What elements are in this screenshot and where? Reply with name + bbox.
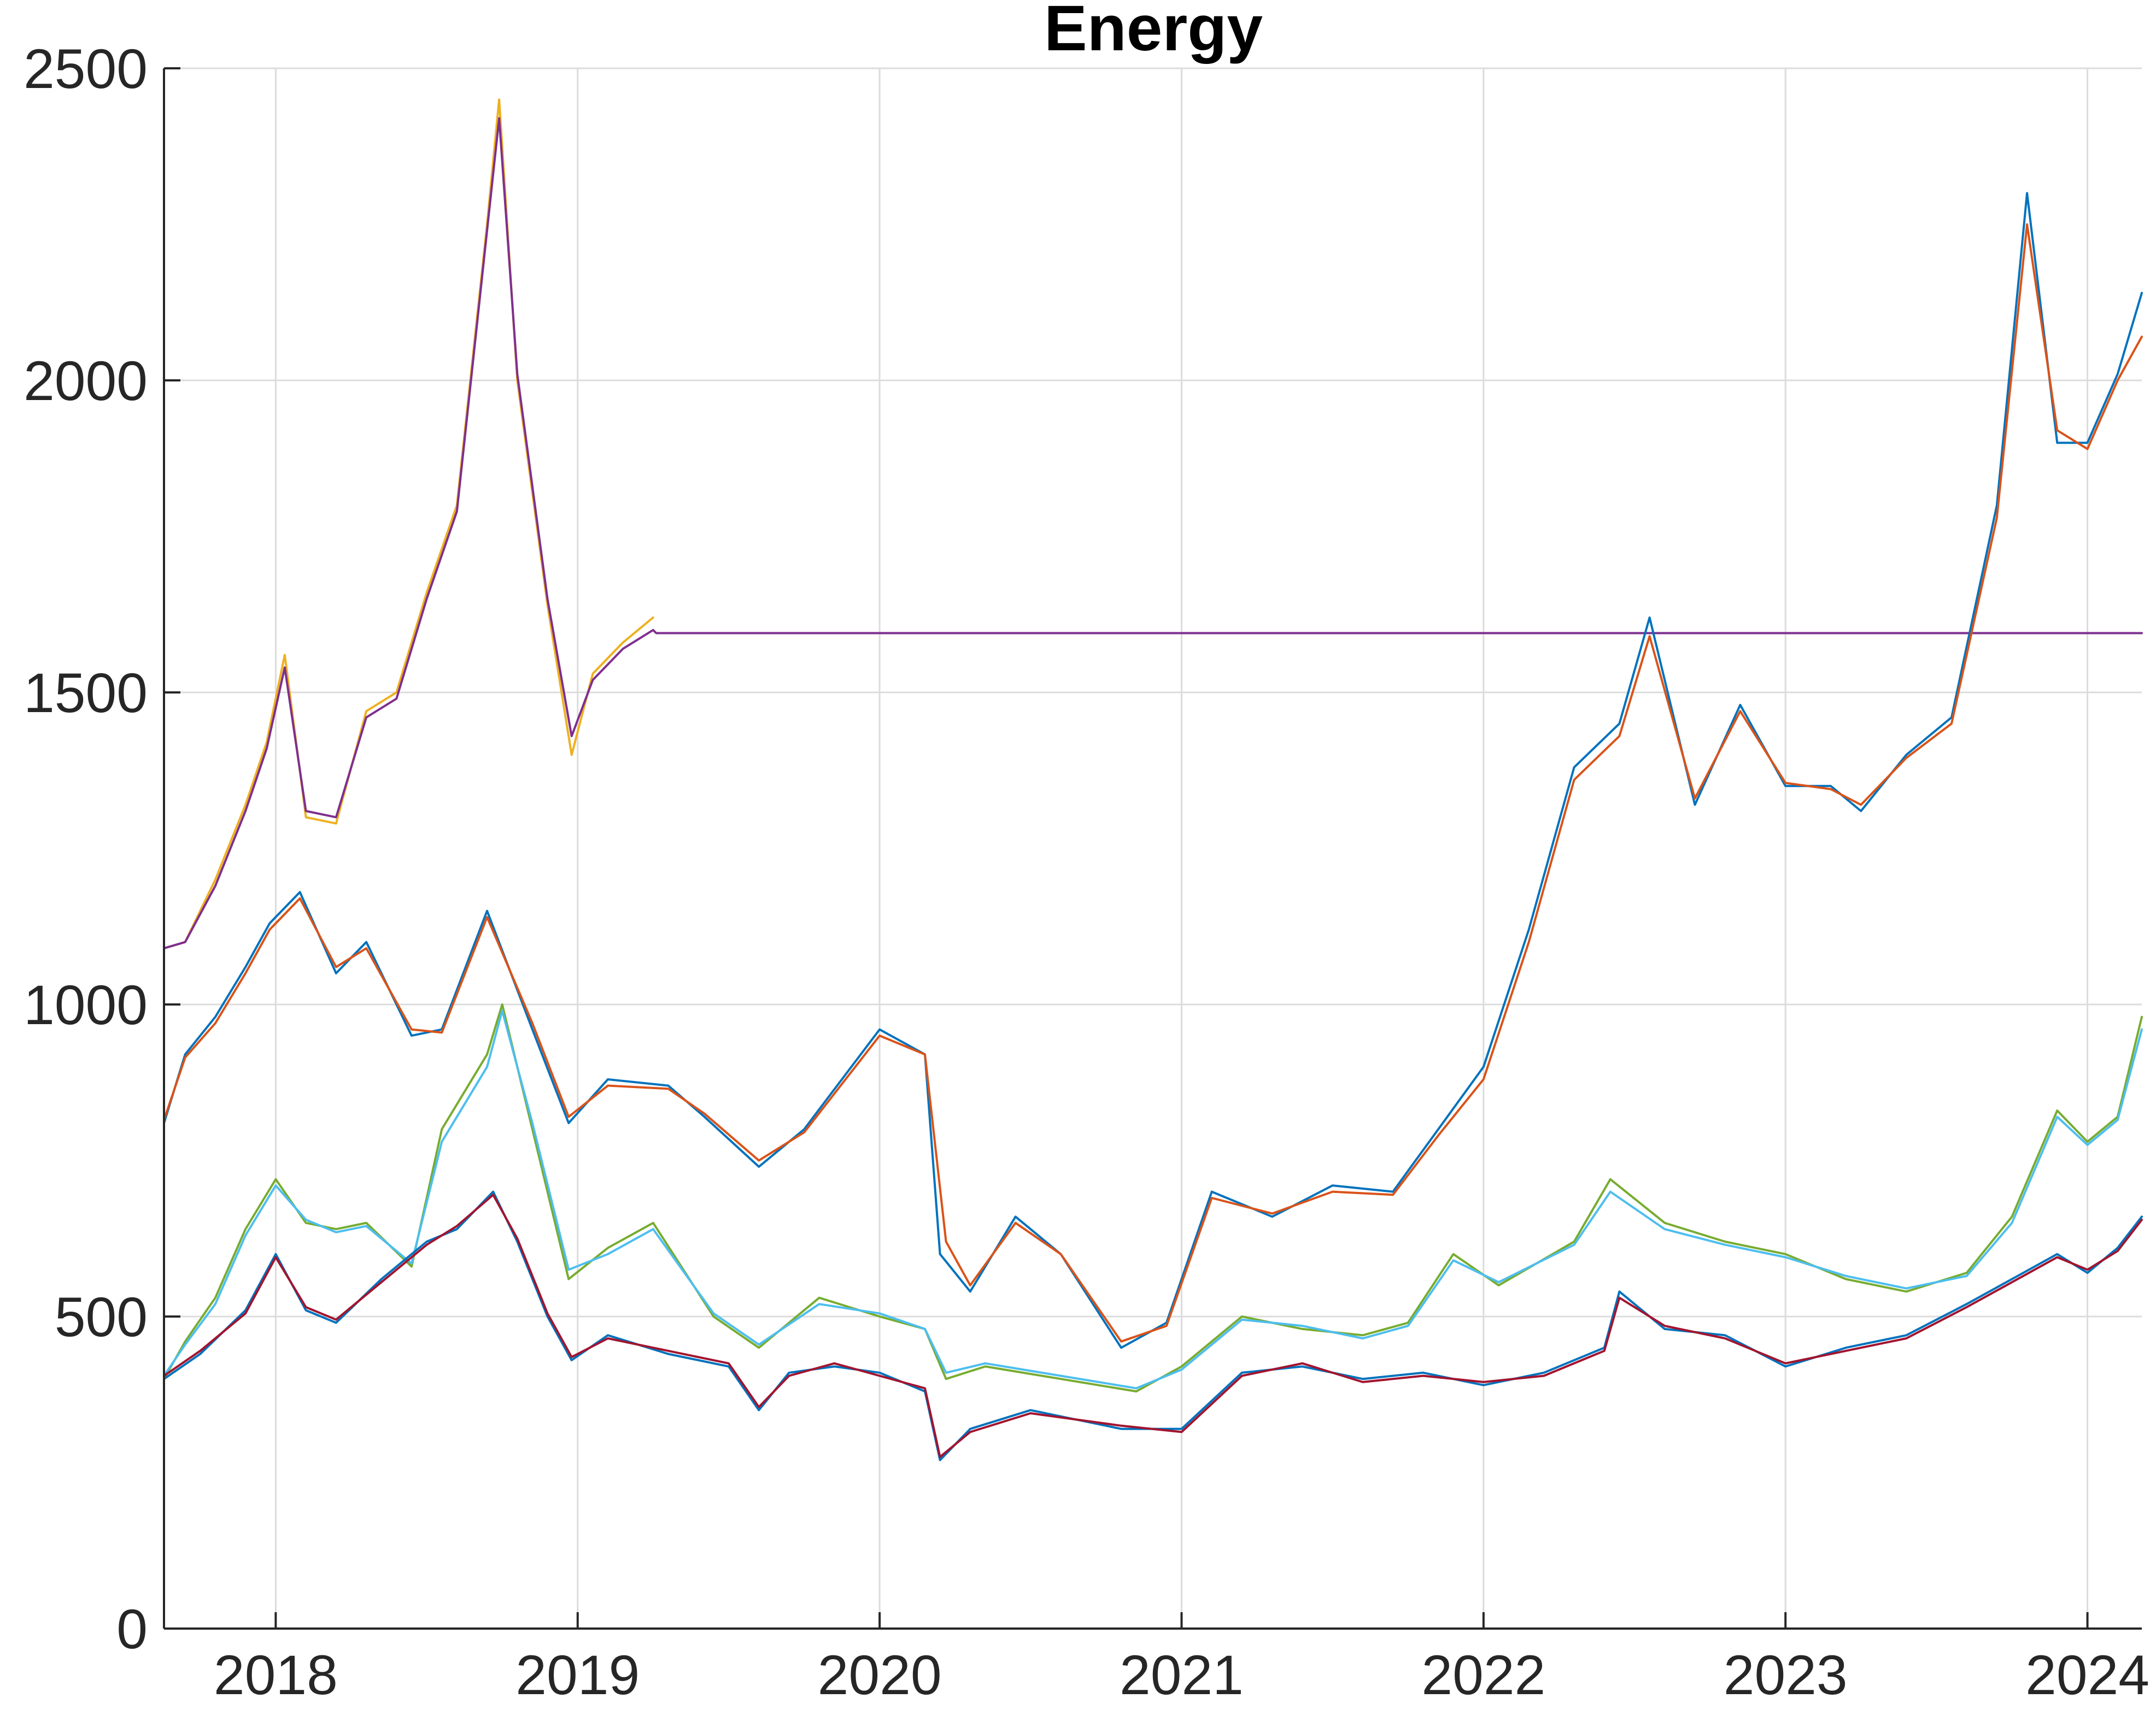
series-line-6 bbox=[163, 1009, 2143, 1390]
x-tick-label: 2019 bbox=[515, 1644, 640, 1706]
chart-title: Energy bbox=[1044, 0, 1263, 64]
y-tick-label: 2500 bbox=[24, 38, 148, 100]
grid bbox=[164, 67, 2142, 1630]
x-tick-label: 2021 bbox=[1120, 1644, 1244, 1706]
y-tick-label: 2000 bbox=[24, 350, 148, 412]
y-tick-label: 0 bbox=[116, 1598, 148, 1660]
x-tick-label: 2020 bbox=[818, 1644, 942, 1706]
series-line-1 bbox=[163, 98, 654, 950]
series-line-2 bbox=[163, 117, 2143, 950]
x-tick-label: 2018 bbox=[214, 1644, 338, 1706]
series-line-8 bbox=[163, 1194, 2143, 1458]
axes bbox=[163, 67, 2142, 1630]
series-layer bbox=[163, 98, 2143, 1461]
y-tick-label: 1500 bbox=[24, 662, 148, 724]
x-tick-label: 2022 bbox=[1421, 1644, 1545, 1706]
y-tick-label: 1000 bbox=[24, 974, 148, 1036]
series-line-3 bbox=[163, 192, 2143, 1349]
y-tick-label: 500 bbox=[55, 1286, 148, 1348]
series-line-4 bbox=[163, 223, 2143, 1343]
tick-labels: 2018 2019 2020 2021 2022 2023 2024 0 500 1000 1500… bbox=[24, 38, 2149, 1706]
x-tick-label: 2023 bbox=[1724, 1644, 1848, 1706]
x-tick-label: 2024 bbox=[2025, 1644, 2149, 1706]
